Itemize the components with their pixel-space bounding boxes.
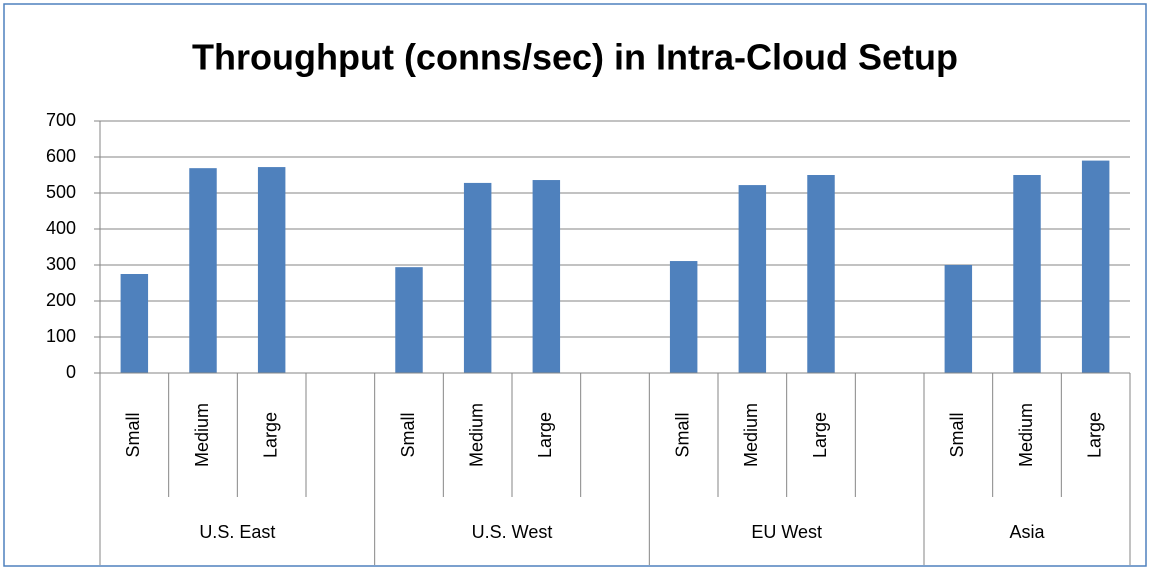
x-tick-label: Large xyxy=(1084,412,1104,458)
bar xyxy=(189,168,217,373)
bar xyxy=(120,274,149,373)
x-tick-label: Medium xyxy=(192,403,212,467)
y-tick-label: 300 xyxy=(46,254,76,274)
y-tick-label: 400 xyxy=(46,218,76,238)
x-tick-label: Small xyxy=(947,412,967,457)
chart-frame xyxy=(3,3,1147,567)
bar xyxy=(1013,175,1041,373)
x-tick-label: Large xyxy=(810,412,830,458)
y-tick-label: 500 xyxy=(46,182,76,202)
y-tick-label: 600 xyxy=(46,146,76,166)
x-tick-label: Small xyxy=(123,412,143,457)
bar xyxy=(532,180,561,373)
group-label: U.S. West xyxy=(472,522,553,542)
y-tick-label: 700 xyxy=(46,110,76,130)
x-tick-label: Small xyxy=(398,412,418,457)
bar xyxy=(807,175,835,373)
bar xyxy=(395,267,423,373)
y-tick-label: 100 xyxy=(46,326,76,346)
bar xyxy=(669,261,698,373)
bar xyxy=(944,265,973,373)
y-tick-label: 0 xyxy=(66,362,76,382)
bar xyxy=(463,182,492,373)
x-tick-label: Medium xyxy=(741,403,761,467)
x-tick-label: Medium xyxy=(1016,403,1036,467)
x-tick-label: Medium xyxy=(466,403,486,467)
bar xyxy=(1081,160,1110,373)
group-label: U.S. East xyxy=(199,522,275,542)
chart-title: Throughput (conns/sec) in Intra-Cloud Se… xyxy=(192,37,958,78)
x-tick-label: Large xyxy=(535,412,555,458)
y-tick-label: 200 xyxy=(46,290,76,310)
group-label: Asia xyxy=(1009,522,1045,542)
bar xyxy=(738,185,767,373)
x-tick-label: Small xyxy=(672,412,692,457)
group-label: EU West xyxy=(751,522,822,542)
x-tick-label: Large xyxy=(260,412,280,458)
bar xyxy=(257,167,286,373)
